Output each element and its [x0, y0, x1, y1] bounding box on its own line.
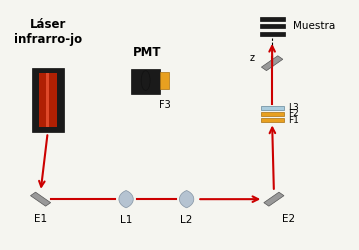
Bar: [260, 24, 285, 28]
Ellipse shape: [141, 70, 150, 90]
Text: PMT: PMT: [133, 46, 162, 60]
Text: L1: L1: [120, 215, 132, 225]
Text: F3: F3: [159, 100, 171, 110]
Text: L2: L2: [181, 215, 193, 225]
Polygon shape: [119, 190, 133, 208]
Bar: [260, 17, 285, 21]
Text: F1: F1: [288, 116, 299, 124]
Text: E1: E1: [34, 214, 47, 224]
Text: E2: E2: [281, 214, 295, 224]
Polygon shape: [31, 192, 51, 206]
Text: z: z: [249, 53, 254, 63]
Bar: [39, 73, 57, 128]
Polygon shape: [180, 190, 194, 208]
Bar: [261, 112, 284, 116]
Text: L3: L3: [288, 103, 299, 112]
Bar: [260, 32, 285, 36]
Polygon shape: [264, 192, 284, 206]
Bar: [261, 118, 284, 122]
Bar: [261, 106, 284, 110]
Text: F2: F2: [288, 110, 299, 118]
Text: Muestra: Muestra: [294, 21, 336, 31]
Text: Láser
infrarro­jo: Láser infrarro­jo: [14, 18, 82, 46]
Bar: [160, 72, 169, 89]
Bar: [32, 68, 64, 132]
Bar: [131, 69, 160, 94]
Bar: [46, 73, 50, 128]
Polygon shape: [261, 56, 283, 70]
